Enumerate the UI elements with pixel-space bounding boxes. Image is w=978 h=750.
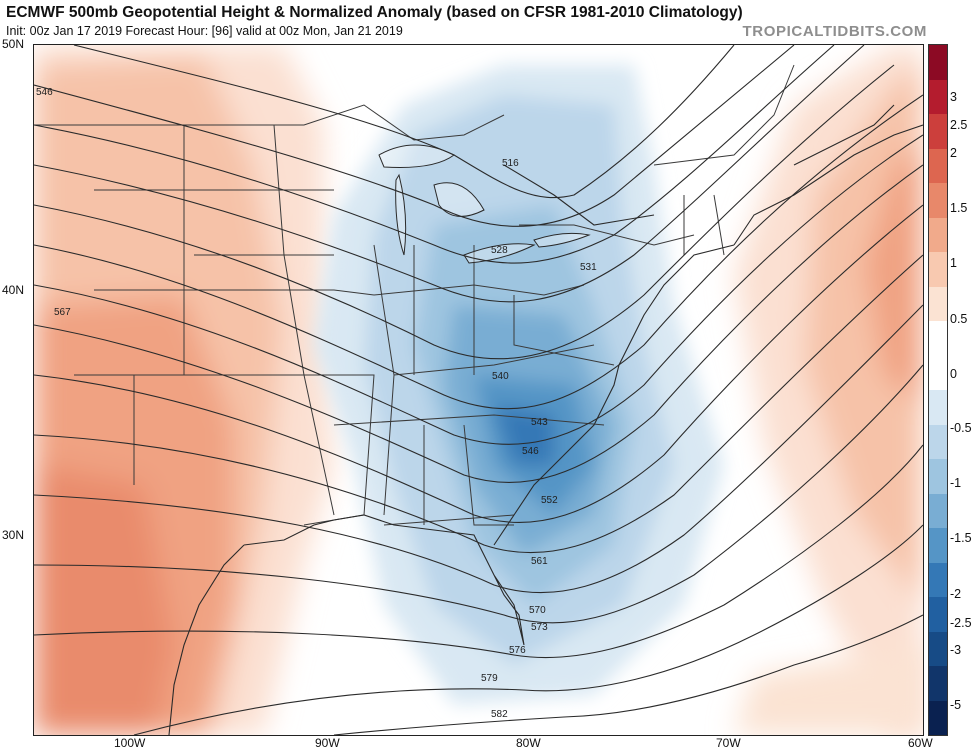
contour-labels: 546 516 528 531 567 540 543 546 552 561 … <box>36 87 597 720</box>
colorbar-segment <box>929 218 947 252</box>
lon-label-70w: 70W <box>716 736 741 750</box>
colorbar-segment <box>929 666 947 701</box>
map-panel: 546 516 528 531 567 540 543 546 552 561 … <box>33 44 924 736</box>
colorbar-label: -1.5 <box>950 531 972 545</box>
colorbar-label: 0.5 <box>950 312 968 326</box>
colorbar-label: 1.5 <box>950 201 968 215</box>
colorbar-segment <box>929 528 947 563</box>
contour-label: 570 <box>529 605 546 616</box>
lon-label-100w: 100W <box>114 736 146 750</box>
contour-label: 540 <box>492 371 509 382</box>
chart-subtitle: Init: 00z Jan 17 2019 Forecast Hour: [96… <box>6 24 403 38</box>
colorbar-label: -5 <box>950 698 962 712</box>
contour-label: 561 <box>531 556 548 567</box>
colorbar-segment <box>929 701 947 735</box>
contour-label: 546 <box>522 446 539 457</box>
colorbar-segment <box>929 149 947 183</box>
height-contours <box>34 45 923 735</box>
contour-label: 582 <box>491 709 508 720</box>
colorbar-segment <box>929 114 947 149</box>
contour-label: 516 <box>502 158 519 169</box>
colorbar-segment <box>929 80 947 114</box>
lat-label-50n: 50N <box>2 37 25 51</box>
contour-label: 546 <box>36 87 53 98</box>
colorbar-segment <box>929 563 947 597</box>
brand-watermark: TROPICALTIDBITS.COM <box>742 23 927 40</box>
lat-label-30n: 30N <box>2 528 25 542</box>
contour-label: 579 <box>481 673 498 684</box>
contour-label: 576 <box>509 645 526 656</box>
colorbar-label: 1 <box>950 256 957 270</box>
colorbar-label: 2 <box>950 146 957 160</box>
coastlines <box>168 104 923 735</box>
lon-label-90w: 90W <box>315 736 340 750</box>
chart-title: ECMWF 500mb Geopotential Height & Normal… <box>6 4 743 21</box>
colorbar-segment <box>929 321 947 356</box>
contour-label: 543 <box>531 417 548 428</box>
lon-label-60w: 60W <box>908 736 933 750</box>
colorbar-label: 0 <box>950 367 957 381</box>
colorbar-segment <box>929 287 947 321</box>
colorbar-segment <box>929 632 947 666</box>
colorbar-segment <box>929 252 947 287</box>
political-borders <box>34 64 795 526</box>
colorbar-label: -1 <box>950 476 962 490</box>
contour-label: 528 <box>491 245 508 256</box>
colorbar-segment <box>929 45 947 80</box>
colorbar-label: -2.5 <box>950 616 972 630</box>
colorbar-segment <box>929 494 947 528</box>
contour-label: 552 <box>541 495 558 506</box>
anomaly-colorbar <box>928 44 948 736</box>
lat-label-40n: 40N <box>2 283 25 297</box>
contour-label: 531 <box>580 262 597 273</box>
colorbar-label: -2 <box>950 587 962 601</box>
positive-anomaly-south <box>734 645 923 735</box>
colorbar-label: -0.5 <box>950 421 972 435</box>
colorbar-segment <box>929 356 947 390</box>
colorbar-segment <box>929 390 947 425</box>
map-canvas: 546 516 528 531 567 540 543 546 552 561 … <box>34 45 923 735</box>
colorbar-label: -3 <box>950 643 962 657</box>
lon-label-80w: 80W <box>516 736 541 750</box>
colorbar-segment <box>929 183 947 218</box>
positive-anomaly-west <box>34 45 334 735</box>
colorbar-label: 3 <box>950 90 957 104</box>
contour-label: 567 <box>54 307 71 318</box>
positive-anomaly-east <box>734 45 923 735</box>
colorbar-segment <box>929 425 947 459</box>
colorbar-label: 2.5 <box>950 118 968 132</box>
colorbar-segment <box>929 597 947 632</box>
negative-anomaly-trough <box>314 65 724 705</box>
contour-label: 573 <box>531 622 548 633</box>
colorbar-segment <box>929 459 947 494</box>
